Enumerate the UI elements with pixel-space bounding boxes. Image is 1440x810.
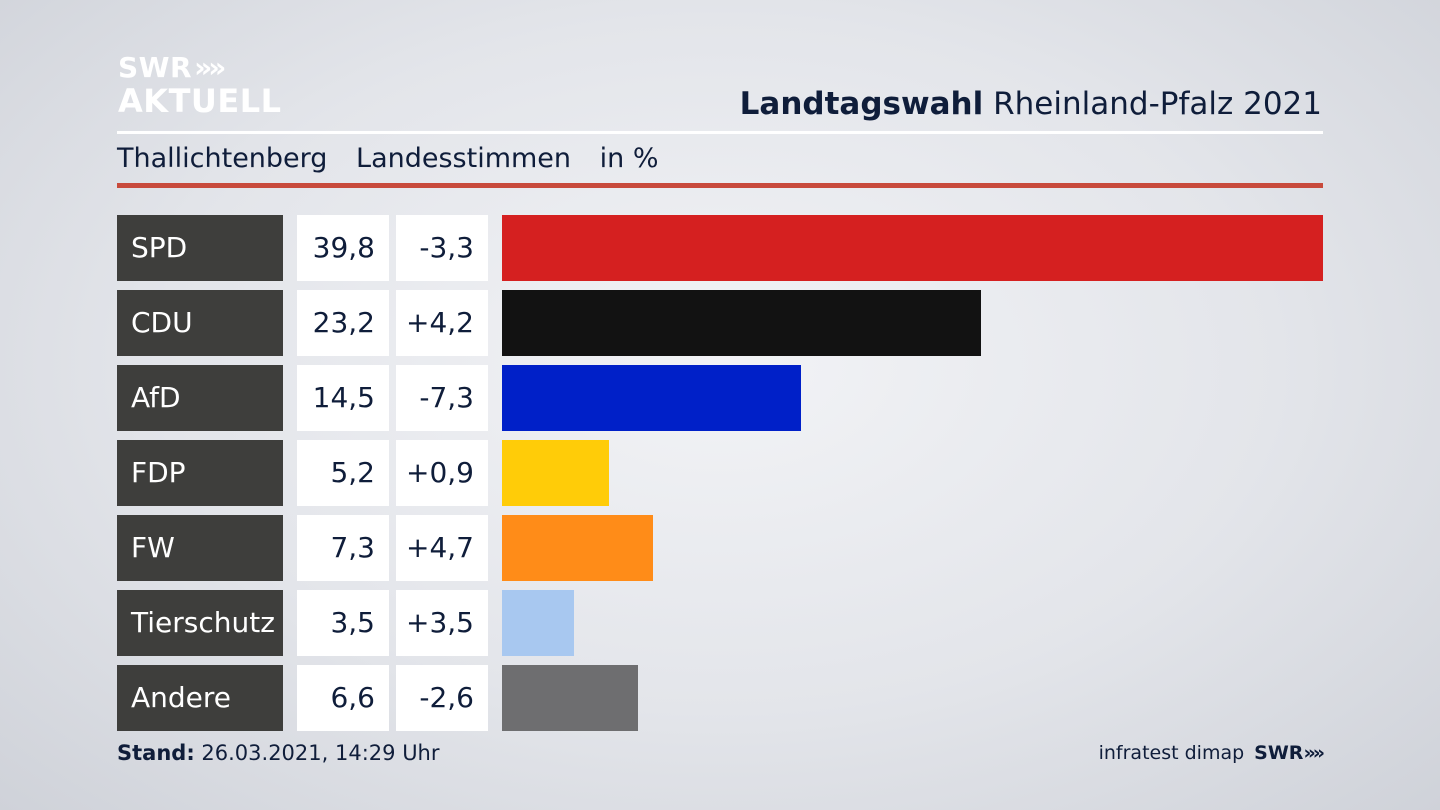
title-bold: Landtagswahl <box>739 86 984 122</box>
value-label: 5,2 <box>297 440 389 506</box>
subheader: Thallichtenberg Landesstimmen in % <box>117 143 678 174</box>
timestamp: Stand: 26.03.2021, 14:29 Uhr <box>117 741 440 765</box>
table-row: SPD 39,8 -3,3 <box>0 215 1440 281</box>
value-label: 39,8 <box>297 215 389 281</box>
party-label: CDU <box>117 290 283 356</box>
change-label: +4,2 <box>396 290 488 356</box>
table-row: FDP 5,2 +0,9 <box>0 440 1440 506</box>
table-row: Andere 6,6 -2,6 <box>0 665 1440 731</box>
value-label: 23,2 <box>297 290 389 356</box>
source-credit: infratest dimap SWR»» <box>1098 742 1325 764</box>
table-row: CDU 23,2 +4,2 <box>0 290 1440 356</box>
value-label: 3,5 <box>297 590 389 656</box>
stand-value: 26.03.2021, 14:29 Uhr <box>201 741 440 765</box>
subheader-type: Landesstimmen <box>356 143 572 174</box>
bar <box>502 440 609 506</box>
change-label: -2,6 <box>396 665 488 731</box>
logo-swr-text: SWR <box>118 51 193 84</box>
change-label: +3,5 <box>396 590 488 656</box>
change-label: +4,7 <box>396 515 488 581</box>
title-divider <box>117 131 1323 134</box>
party-label: Tierschutz <box>117 590 283 656</box>
bar <box>502 590 574 656</box>
change-label: -3,3 <box>396 215 488 281</box>
value-label: 6,6 <box>297 665 389 731</box>
party-label: SPD <box>117 215 283 281</box>
change-label: +0,9 <box>396 440 488 506</box>
bar <box>502 665 638 731</box>
subheader-divider <box>117 183 1323 188</box>
logo-aktuell-text: AKTUELL <box>118 82 282 120</box>
value-label: 14,5 <box>297 365 389 431</box>
subheader-unit: in % <box>599 143 659 174</box>
table-row: Tierschutz 3,5 +3,5 <box>0 590 1440 656</box>
party-label: Andere <box>117 665 283 731</box>
footer-arrows-icon: »» <box>1303 742 1324 764</box>
footer-swr-logo: SWR»» <box>1254 742 1325 764</box>
table-row: FW 7,3 +4,7 <box>0 515 1440 581</box>
bar <box>502 515 653 581</box>
logo-arrows-icon: »» <box>194 51 226 84</box>
stand-label: Stand: <box>117 741 195 765</box>
party-label: AfD <box>117 365 283 431</box>
value-label: 7,3 <box>297 515 389 581</box>
party-label: FW <box>117 515 283 581</box>
party-label: FDP <box>117 440 283 506</box>
title-rest: Rheinland-Pfalz 2021 <box>993 86 1322 122</box>
swr-aktuell-logo: SWR»» AKTUELL <box>118 51 282 120</box>
change-label: -7,3 <box>396 365 488 431</box>
bar <box>502 290 981 356</box>
bar <box>502 365 801 431</box>
page-title: Landtagswahl Rheinland-Pfalz 2021 <box>740 86 1322 122</box>
source-label: infratest dimap <box>1098 742 1245 764</box>
subheader-place: Thallichtenberg <box>117 143 328 174</box>
footer-swr-text: SWR <box>1254 742 1304 764</box>
bar <box>502 215 1323 281</box>
table-row: AfD 14,5 -7,3 <box>0 365 1440 431</box>
